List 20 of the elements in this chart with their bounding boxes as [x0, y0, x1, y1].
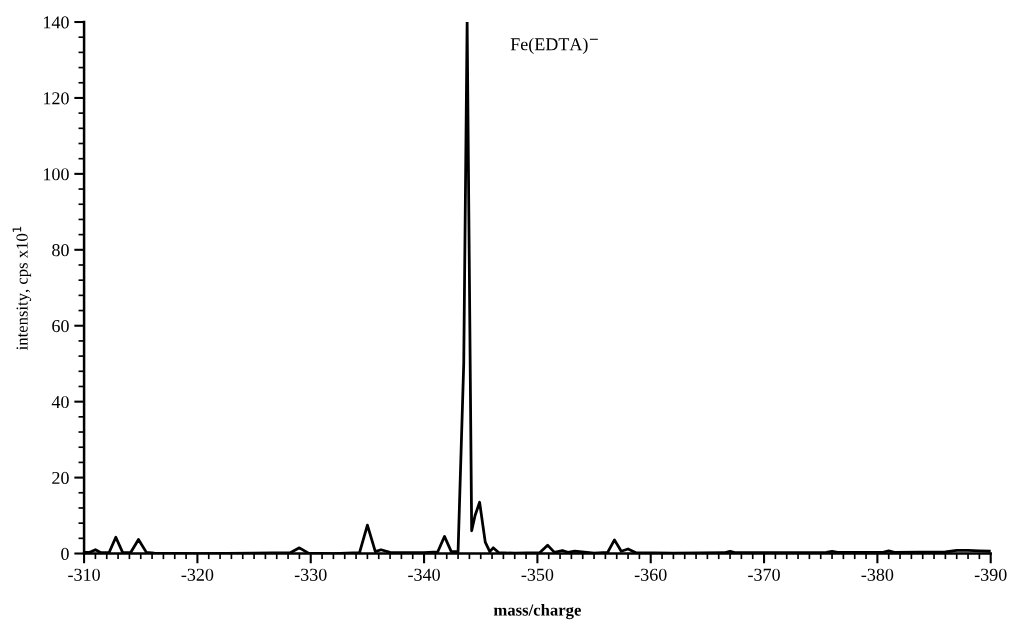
y-tick-label: 40	[51, 395, 69, 409]
x-tick-label: -350	[521, 568, 554, 581]
x-tick-label: -320	[181, 568, 214, 581]
x-tick-label: -310	[68, 568, 100, 581]
y-tick-label: 20	[52, 471, 69, 485]
x-tick-label: -340	[408, 568, 440, 581]
y-tick-label: 0	[61, 547, 69, 560]
x-tick-label: -360	[634, 568, 667, 581]
y-tick-label: 80	[52, 244, 69, 257]
x-tick-label: -380	[861, 568, 894, 581]
x-axis-title: mass/charge	[493, 603, 581, 620]
y-axis-title: intensity, cps x10$^{1}$	[12, 226, 32, 350]
y-tick-label: 60	[52, 319, 69, 333]
x-tick-label: -330	[294, 568, 327, 581]
x-tick-label: -390	[974, 568, 1007, 581]
y-tick-label: 100	[44, 168, 69, 181]
y-tick-label: 120	[44, 92, 69, 105]
x-tick-label: -370	[748, 568, 780, 581]
y-tick-label: 140	[44, 16, 69, 29]
annotation: Fe(EDTA)$^{−}$	[510, 37, 598, 54]
